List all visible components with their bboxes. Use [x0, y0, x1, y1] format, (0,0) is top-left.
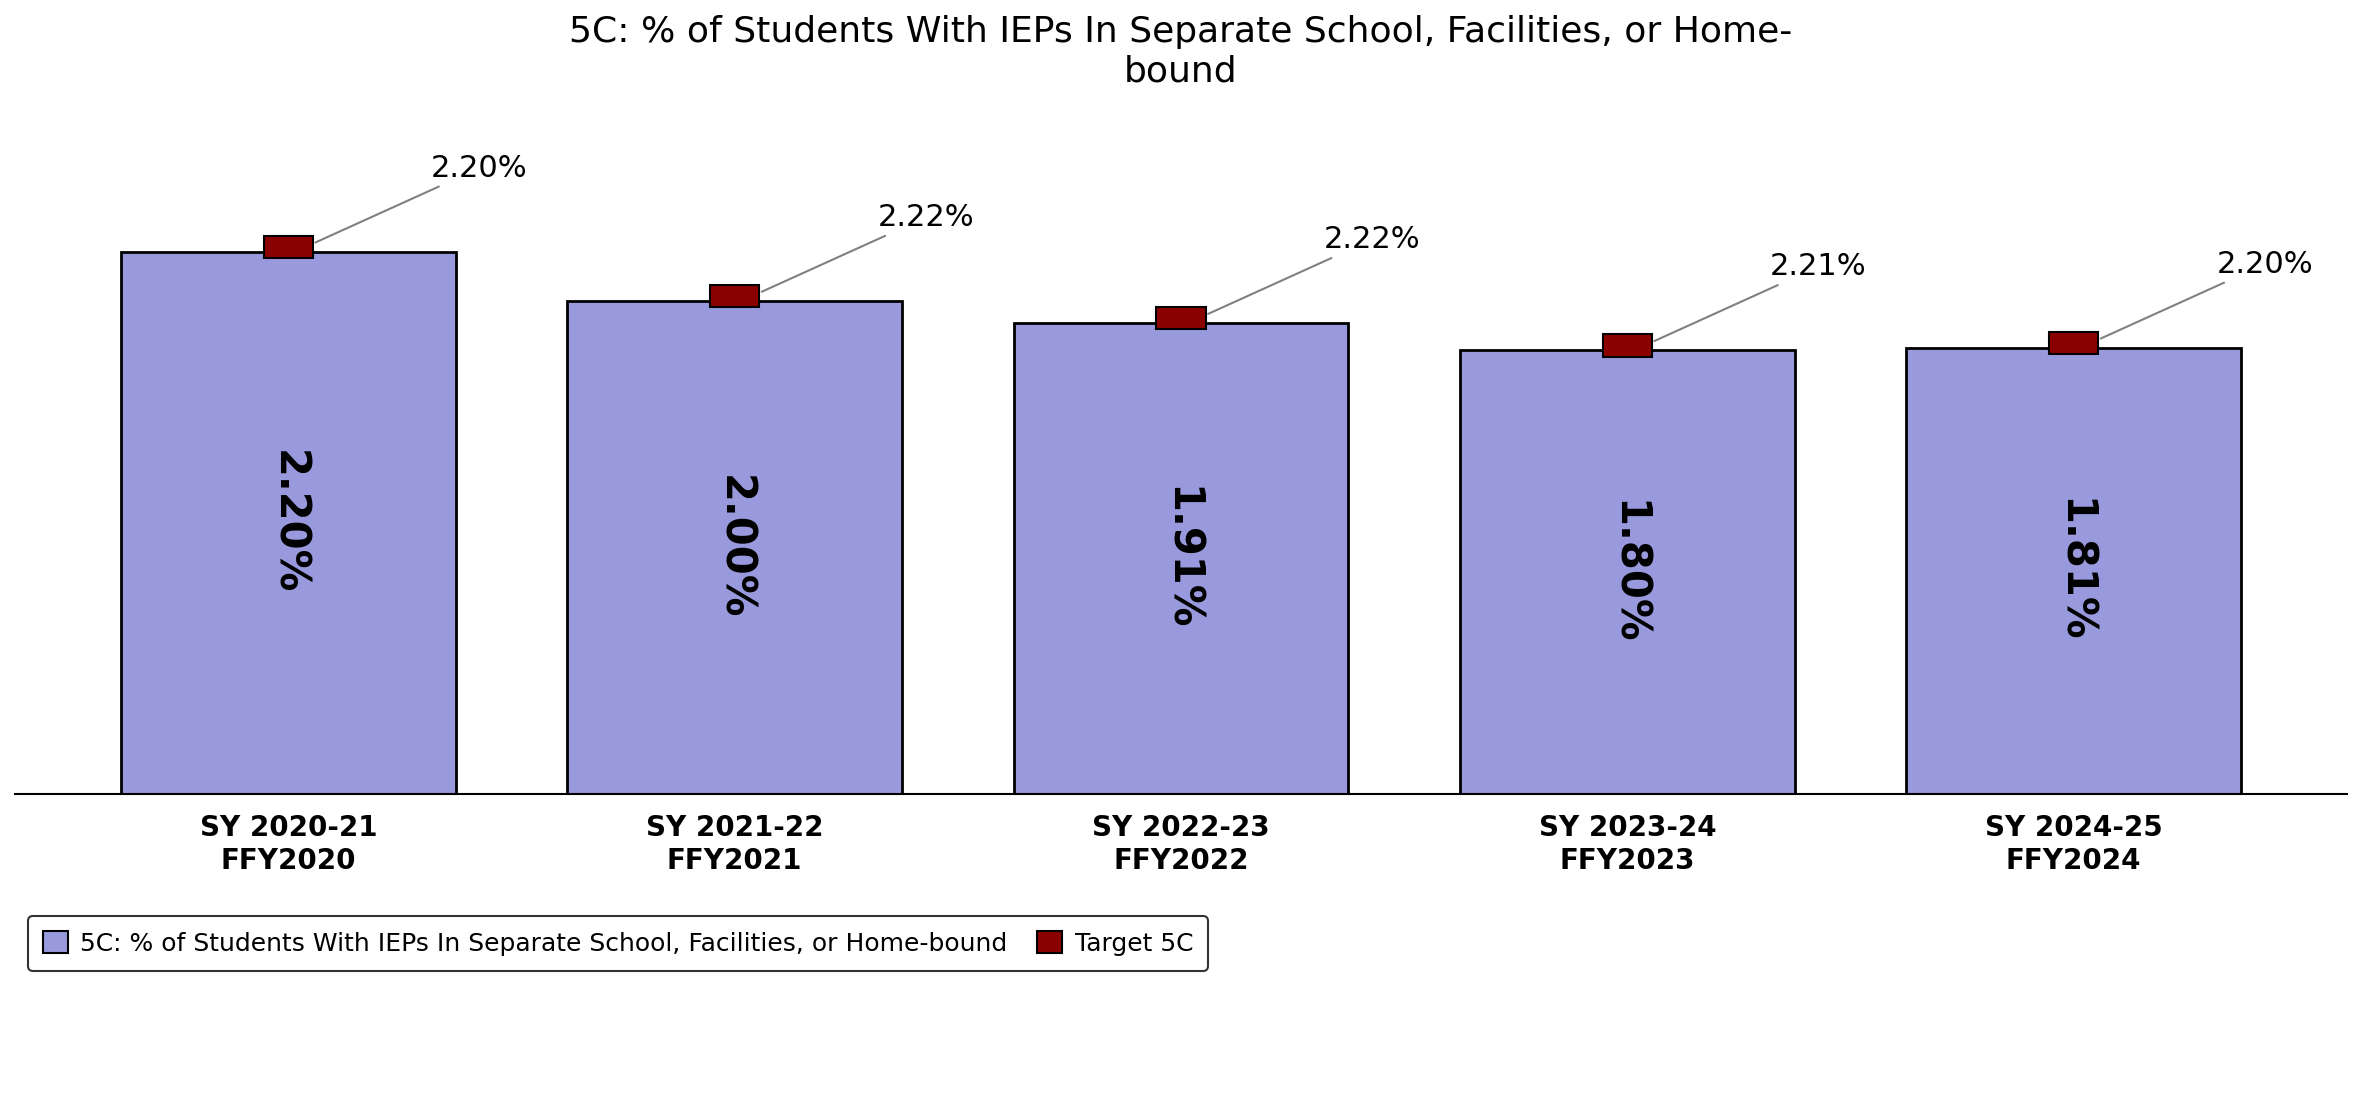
Legend: 5C: % of Students With IEPs In Separate School, Facilities, or Home-bound, Targe: 5C: % of Students With IEPs In Separate … — [28, 917, 1209, 970]
Bar — [567, 301, 902, 793]
FancyBboxPatch shape — [1604, 334, 1651, 356]
Bar — [1013, 323, 1349, 793]
FancyBboxPatch shape — [265, 235, 312, 258]
Text: 1.81%: 1.81% — [2053, 498, 2095, 643]
Text: 2.20%: 2.20% — [317, 154, 527, 243]
Text: 2.20%: 2.20% — [2100, 249, 2312, 338]
FancyBboxPatch shape — [711, 285, 758, 308]
Text: 2.22%: 2.22% — [763, 203, 973, 291]
Bar — [120, 252, 456, 793]
Text: 2.20%: 2.20% — [267, 451, 309, 595]
FancyBboxPatch shape — [2050, 332, 2097, 354]
FancyBboxPatch shape — [1157, 307, 1205, 330]
Text: 2.00%: 2.00% — [713, 475, 756, 620]
Title: 5C: % of Students With IEPs In Separate School, Facilities, or Home-
bound: 5C: % of Students With IEPs In Separate … — [569, 15, 1793, 88]
Bar — [1906, 347, 2242, 793]
Text: 2.22%: 2.22% — [1207, 225, 1420, 314]
Text: 1.91%: 1.91% — [1160, 486, 1202, 631]
Bar — [1460, 351, 1795, 793]
Text: 1.80%: 1.80% — [1606, 500, 1649, 644]
Text: 2.21%: 2.21% — [1653, 252, 1866, 341]
